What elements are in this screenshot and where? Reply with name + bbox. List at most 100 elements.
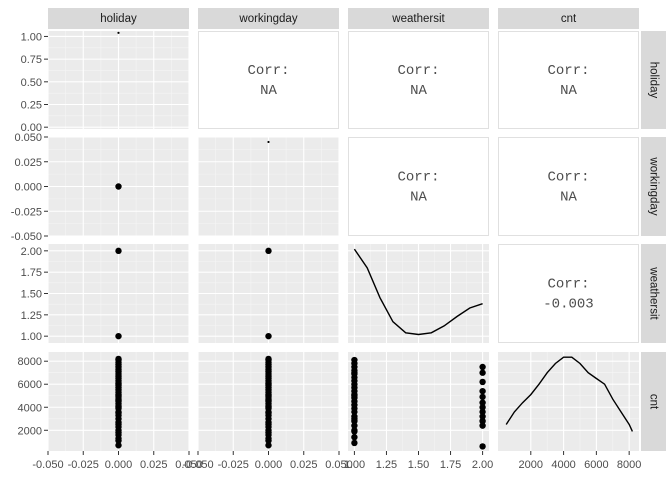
scatter-point — [265, 355, 272, 363]
correlation-panel — [348, 137, 489, 236]
y-tick-label: 1.75 — [21, 267, 42, 279]
correlation-panel — [498, 31, 639, 129]
scatter-point — [265, 429, 272, 436]
scatter-point — [351, 427, 358, 434]
x-tick-label: 1.25 — [376, 459, 397, 471]
correlation-label: Corr: — [547, 63, 589, 79]
x-tick-label: -0.050 — [32, 459, 63, 471]
x-tick-label: 1.75 — [440, 459, 461, 471]
correlation-label: Corr: — [547, 277, 589, 293]
scatter-point — [265, 409, 272, 417]
row-strip — [641, 31, 666, 129]
scatter-point — [479, 404, 486, 411]
row-strip-label: weathersit — [647, 266, 659, 320]
x-tick-label: 1.50 — [408, 459, 429, 471]
column-strip — [348, 8, 489, 29]
scatter-point — [115, 421, 122, 428]
x-tick-label: -0.025 — [218, 459, 249, 471]
y-tick-label: -0.025 — [11, 206, 42, 218]
x-tick-label: 0.050 — [175, 459, 203, 471]
y-tick-label: 1.25 — [21, 310, 42, 322]
x-tick-label: 0.050 — [325, 459, 353, 471]
correlation-label: Corr: — [397, 63, 439, 79]
density-curve — [353, 248, 483, 336]
x-tick-label: -0.050 — [182, 459, 213, 471]
column-strip-label: cnt — [561, 13, 577, 25]
scatter-point — [479, 369, 486, 376]
column-strip-label: weathersit — [391, 13, 445, 25]
correlation-panel — [198, 31, 339, 129]
scatter-point — [351, 392, 358, 399]
column-strip-label: holiday — [100, 13, 137, 25]
scatter-point — [351, 369, 358, 376]
scatter-point — [479, 408, 486, 416]
row-strip-label: holiday — [647, 62, 659, 99]
column-strip — [48, 8, 189, 29]
scatter-point — [265, 397, 272, 404]
diagonal-point — [117, 31, 120, 34]
x-tick-label: 4000 — [551, 459, 575, 471]
x-tick-label: 6000 — [584, 459, 608, 471]
scatter-point — [115, 397, 122, 404]
scatter-point — [479, 387, 486, 395]
y-tick-label: 0.25 — [21, 100, 42, 112]
x-tick-label: 2000 — [519, 459, 543, 471]
scatter-point — [479, 399, 486, 406]
x-tick-label: 1.00 — [344, 459, 365, 471]
correlation-panel — [498, 137, 639, 236]
scatter-point — [115, 381, 122, 388]
x-tick-label: 2.00 — [472, 459, 493, 471]
row-strip — [641, 352, 666, 451]
correlation-label: Corr: — [247, 63, 289, 79]
column-strip-label: workingday — [238, 13, 297, 25]
row-strip-label: workingday — [647, 156, 659, 215]
scatter-point — [479, 417, 486, 425]
scatter-point — [265, 404, 272, 411]
scatter-point — [265, 442, 272, 449]
row-strip — [641, 137, 666, 236]
correlation-value: -0.003 — [543, 297, 593, 313]
scatter-point — [479, 422, 486, 429]
scatter-point — [115, 355, 122, 363]
scatter-point — [351, 356, 358, 364]
y-tick-label: 1.00 — [21, 31, 42, 43]
y-tick-label: 1.50 — [21, 289, 42, 301]
density-curve — [505, 356, 634, 432]
y-tick-label: 0.75 — [21, 54, 42, 66]
y-tick-label: 0.00 — [21, 122, 42, 134]
correlation-value: NA — [560, 190, 577, 206]
scatter-point — [479, 413, 486, 420]
diagonal-point — [267, 140, 270, 144]
y-tick-label: 0.000 — [14, 182, 42, 194]
scatter-point — [115, 429, 122, 436]
row-strip — [641, 244, 666, 343]
y-tick-label: 1.00 — [21, 331, 42, 343]
correlation-panel — [498, 244, 639, 343]
scatter-point — [115, 435, 122, 442]
x-tick-label: -0.025 — [68, 459, 99, 471]
y-tick-label: 0.025 — [14, 157, 42, 169]
scatter-point — [115, 247, 122, 255]
y-tick-label: -0.050 — [11, 231, 42, 243]
correlation-panel — [348, 31, 489, 129]
correlation-label: Corr: — [547, 170, 589, 186]
row-strip-label: cnt — [647, 394, 659, 410]
scatter-point — [265, 435, 272, 442]
correlation-value: NA — [260, 83, 277, 99]
scatter-point — [115, 404, 122, 411]
scatter-point — [265, 381, 272, 388]
scatter-point — [265, 392, 272, 399]
y-tick-label: 2000 — [18, 425, 42, 437]
y-tick-label: 2.00 — [21, 246, 42, 258]
scatter-point — [351, 415, 358, 422]
scatter-point — [115, 442, 122, 449]
column-strip — [198, 8, 339, 29]
scatter-point — [265, 421, 272, 428]
scatter-point — [479, 393, 486, 401]
x-tick-label: 0.000 — [255, 459, 283, 471]
y-tick-label: 4000 — [18, 402, 42, 414]
scatter-point — [115, 409, 122, 417]
scatter-point — [115, 183, 122, 190]
scatter-point — [479, 443, 486, 450]
x-tick-label: 0.000 — [105, 459, 133, 471]
